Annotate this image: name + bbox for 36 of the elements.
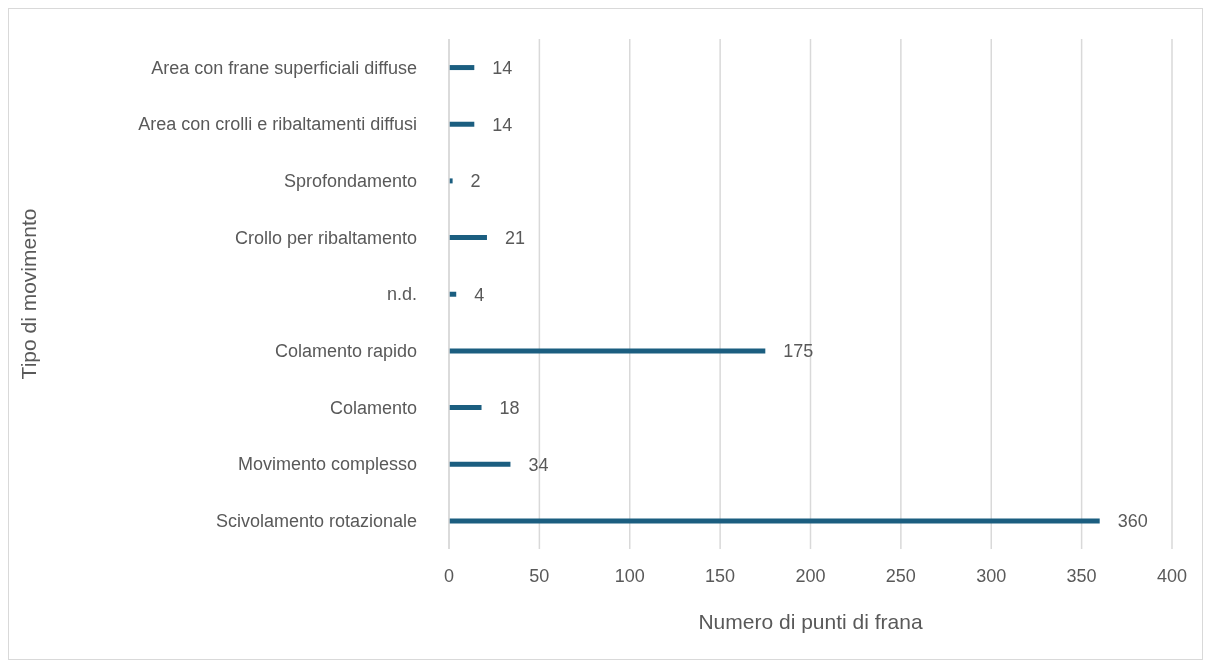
y-tick-label: Movimento complesso — [237, 454, 417, 475]
x-tick-label: 400 — [1156, 565, 1188, 586]
data-label: 4 — [474, 284, 485, 305]
x-tick-label: 0 — [443, 565, 455, 586]
y-tick-label: Colamento rapido — [274, 341, 417, 362]
x-tick-label: 350 — [1066, 565, 1097, 586]
x-tick-label: 150 — [705, 565, 736, 586]
bar — [449, 348, 766, 354]
x-tick-label: 300 — [976, 565, 1007, 586]
data-label: 18 — [499, 397, 520, 418]
bar — [449, 121, 475, 127]
x-tick-label: 50 — [529, 565, 550, 586]
y-tick-label: Crollo per ribaltamento — [234, 227, 417, 248]
data-label: 14 — [492, 114, 513, 135]
x-axis-title: Numero di punti di frana — [698, 610, 923, 633]
y-tick-label: Sprofondamento — [283, 171, 417, 192]
data-label: 2 — [470, 171, 481, 192]
bar — [449, 65, 475, 71]
y-tick-label: Area con frane superficiali diffuse — [151, 57, 417, 78]
bar — [449, 461, 511, 467]
x-tick-label: 250 — [885, 565, 916, 586]
bar — [449, 518, 1100, 524]
y-tick-label: Colamento — [329, 397, 417, 418]
bar — [449, 405, 482, 411]
y-axis-title: Tipo di movimento — [17, 208, 41, 380]
data-label: 175 — [783, 341, 814, 362]
y-tick-label: Area con crolli e ribaltamenti diffusi — [138, 114, 417, 135]
x-tick-label: 100 — [614, 565, 645, 586]
y-tick-label: n.d. — [386, 284, 417, 305]
x-tick-label: 200 — [795, 565, 826, 586]
data-label: 21 — [504, 227, 525, 248]
y-tick-label: Scivolamento rotazionale — [215, 511, 417, 532]
bar — [449, 235, 487, 241]
data-label: 34 — [528, 454, 549, 475]
data-label: 360 — [1117, 511, 1148, 532]
data-label: 14 — [492, 57, 513, 78]
